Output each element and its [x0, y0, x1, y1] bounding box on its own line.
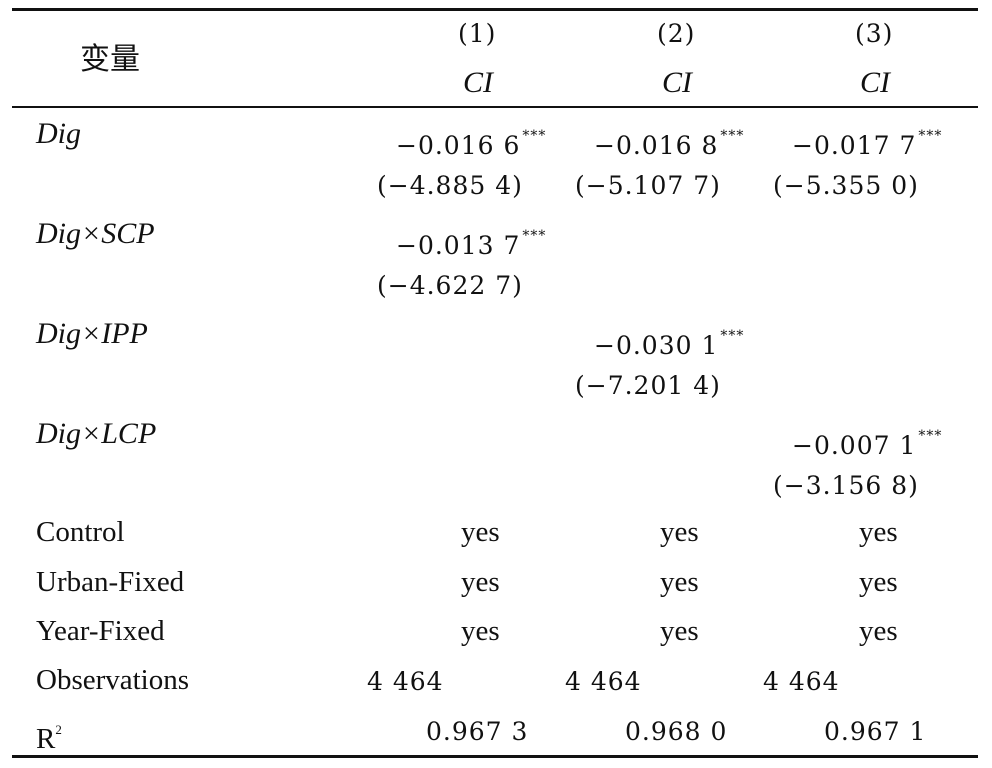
significance-stars: *** [720, 328, 745, 344]
row-year-fixed-value-2: yes [660, 615, 699, 647]
row-dig-coef-2: −0.016 8 *** [594, 128, 745, 160]
significance-stars: *** [918, 428, 943, 444]
significance-stars: *** [918, 128, 943, 144]
row-dig-scp-tstat: (−4.622 7) [377, 271, 523, 300]
row-year-fixed-value-3: yes [859, 615, 898, 647]
row-urban-fixed-value-1: yes [461, 566, 500, 598]
row-dig-ipp-tstat: (−7.201 4) [575, 371, 721, 400]
row-dig-lcp-coef: −0.007 1 *** [792, 428, 943, 460]
header-col3-depvar: CI [860, 66, 890, 99]
row-urban-fixed-value-3: yes [859, 566, 898, 598]
superscript-two: 2 [55, 722, 62, 737]
header-col2-depvar: CI [662, 66, 692, 99]
header-col1-depvar: CI [463, 66, 493, 99]
row-dig-tstat-2: (−5.107 7) [575, 171, 721, 200]
row-control-value-2: yes [660, 516, 699, 548]
row-control-label: Control [36, 516, 125, 548]
row-observations-value-1: 4 464 [367, 667, 444, 696]
row-observations-value-2: 4 464 [565, 667, 642, 696]
significance-stars: *** [522, 128, 547, 144]
table-header-rule [12, 106, 978, 108]
row-urban-fixed-value-2: yes [660, 566, 699, 598]
row-r2-label: R2 [36, 722, 62, 755]
row-urban-fixed-label: Urban-Fixed [36, 566, 185, 598]
row-dig-scp-label: Dig×SCP [36, 217, 155, 250]
row-dig-coef-1: −0.016 6 *** [396, 128, 547, 160]
row-dig-ipp-label: Dig×IPP [36, 317, 148, 350]
header-col3-number: (3) [855, 19, 894, 48]
header-variable-label: 变量 [80, 42, 140, 77]
row-observations-label: Observations [36, 664, 190, 696]
row-dig-ipp-coef: −0.030 1 *** [594, 328, 745, 360]
header-col1-number: (1) [458, 19, 497, 48]
row-control-value-3: yes [859, 516, 898, 548]
row-dig-lcp-label: Dig×LCP [36, 417, 157, 450]
row-dig-scp-coef: −0.013 7 *** [396, 228, 547, 260]
table-top-rule [12, 8, 978, 11]
row-dig-tstat-1: (−4.885 4) [377, 171, 523, 200]
significance-stars: *** [522, 228, 547, 244]
row-control-value-1: yes [461, 516, 500, 548]
row-r2-value-3: 0.967 1 [824, 717, 927, 746]
row-dig-label: Dig [36, 117, 81, 150]
table-bottom-rule [12, 755, 978, 758]
row-year-fixed-label: Year-Fixed [36, 615, 165, 647]
header-col2-number: (2) [657, 19, 696, 48]
row-dig-lcp-tstat: (−3.156 8) [773, 471, 919, 500]
row-r2-value-1: 0.967 3 [426, 717, 529, 746]
row-r2-value-2: 0.968 0 [625, 717, 728, 746]
row-dig-tstat-3: (−5.355 0) [773, 171, 919, 200]
row-year-fixed-value-1: yes [461, 615, 500, 647]
significance-stars: *** [720, 128, 745, 144]
row-dig-coef-3: −0.017 7 *** [792, 128, 943, 160]
row-observations-value-3: 4 464 [763, 667, 840, 696]
